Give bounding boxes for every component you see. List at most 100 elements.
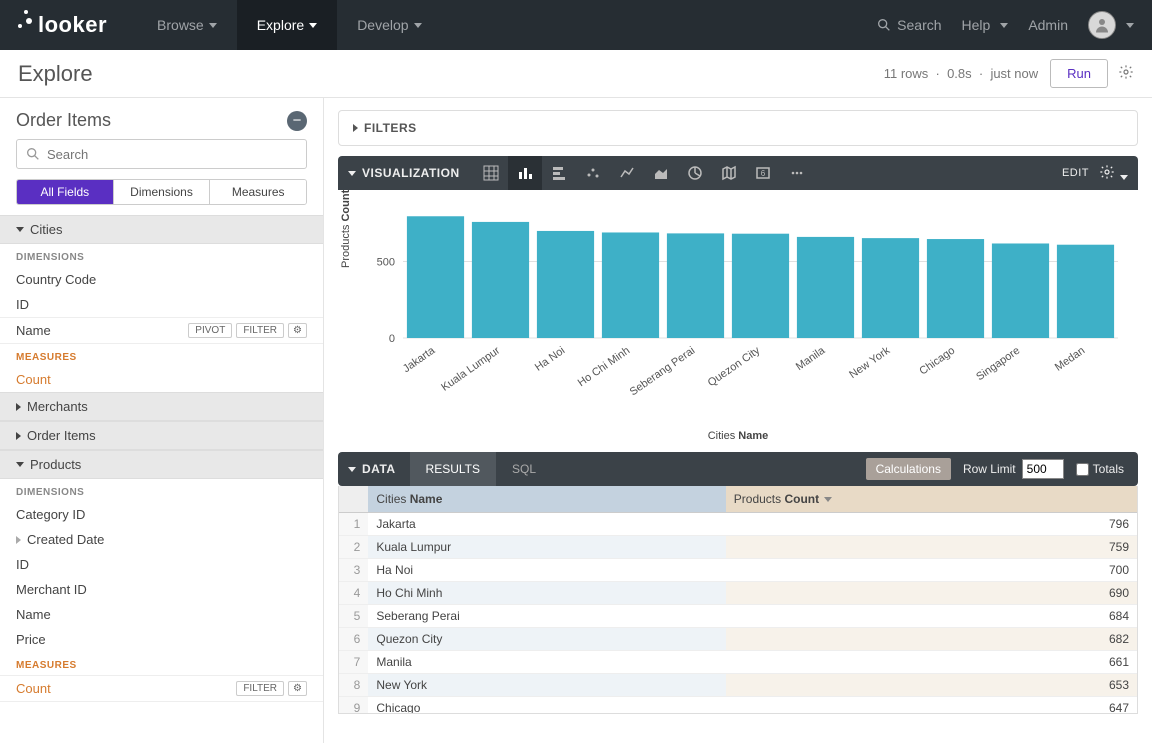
nav-help[interactable]: Help [962,17,1009,33]
cell-name: Seberang Perai [368,605,725,628]
tab-measures[interactable]: Measures [209,180,306,204]
col-cities-name[interactable]: Cities Name [368,486,725,513]
settings-button[interactable] [1118,64,1134,83]
bar-chart: 0500JakartaKuala LumpurHa NoiHo Chi Minh… [348,200,1128,430]
chevron-down-icon [348,467,356,472]
table-row[interactable]: 6Quezon City682 [339,628,1137,651]
tab-sql[interactable]: SQL [496,452,552,486]
totals-checkbox[interactable] [1076,463,1089,476]
viz-type-line[interactable] [610,156,644,190]
col-products-count[interactable]: Products Count [726,486,1137,513]
nav-admin[interactable]: Admin [1028,17,1068,33]
field-products-merchant-id[interactable]: Merchant ID [0,577,323,602]
nav-browse[interactable]: Browse [137,0,237,50]
table-row[interactable]: 1Jakarta796 [339,513,1137,536]
chevron-down-icon [16,462,24,467]
page-title: Explore [18,61,884,87]
viz-type-more[interactable] [780,156,814,190]
tab-dimensions[interactable]: Dimensions [113,180,210,204]
viz-type-single-value[interactable]: 6 [746,156,780,190]
chevron-down-icon [309,23,317,28]
filter-button[interactable]: FILTER [236,323,284,338]
table-row[interactable]: 7Manila661 [339,651,1137,674]
cell-name: Quezon City [368,628,725,651]
chevron-down-icon [16,227,24,232]
visualization-panel: VISUALIZATION 6 EDIT [338,156,1138,452]
field-cities-id[interactable]: ID [0,292,323,317]
viz-type-table[interactable] [474,156,508,190]
pivot-button[interactable]: PIVOT [188,323,232,338]
row-limit-label: Row Limit [963,462,1016,476]
collapse-button[interactable]: − [287,111,307,131]
svg-text:Medan: Medan [1053,345,1087,374]
field-options-button[interactable]: ⚙ [288,681,307,696]
tab-all-fields[interactable]: All Fields [17,180,113,204]
chart-y-axis-label: Products Count [340,190,352,268]
svg-text:Jakarta: Jakarta [401,344,438,375]
calculations-button[interactable]: Calculations [866,458,951,480]
table-row[interactable]: 3Ha Noi700 [339,559,1137,582]
logo: looker [18,12,107,38]
filter-button[interactable]: FILTER [236,681,284,696]
nav-search[interactable]: Search [876,17,941,33]
viz-type-map[interactable] [712,156,746,190]
viz-type-scatter[interactable] [576,156,610,190]
cell-rownum: 9 [339,697,368,715]
cell-count: 647 [726,697,1137,715]
viz-type-area[interactable] [644,156,678,190]
cell-count: 653 [726,674,1137,697]
viz-type-pie[interactable] [678,156,712,190]
field-products-name[interactable]: Name [0,602,323,627]
row-limit-input[interactable] [1022,459,1064,479]
field-cities-count[interactable]: Count [0,367,323,392]
group-order-items[interactable]: Order Items [0,421,323,450]
chevron-down-icon [414,23,422,28]
field-products-count[interactable]: Count FILTER ⚙ [0,675,323,702]
cell-name: Chicago [368,697,725,715]
table-row[interactable]: 2Kuala Lumpur759 [339,536,1137,559]
field-products-id[interactable]: ID [0,552,323,577]
group-merchants[interactable]: Merchants [0,392,323,421]
viz-type-bar[interactable] [542,156,576,190]
table-row[interactable]: 5Seberang Perai684 [339,605,1137,628]
chevron-right-icon [16,432,21,440]
run-button[interactable]: Run [1050,59,1108,88]
field-products-category-id[interactable]: Category ID [0,502,323,527]
cell-name: Kuala Lumpur [368,536,725,559]
field-search-input[interactable] [47,147,298,162]
table-row[interactable]: 8New York653 [339,674,1137,697]
viz-edit-button[interactable]: EDIT [1062,167,1089,179]
nav-explore[interactable]: Explore [237,0,337,50]
field-picker-sidebar: Order Items − All Fields Dimensions Meas… [0,98,324,743]
table-row[interactable]: 4Ho Chi Minh690 [339,582,1137,605]
field-products-created-date[interactable]: Created Date [0,527,323,552]
status-text: 11 rows · 0.8s · just now [884,66,1038,81]
field-search[interactable] [16,139,307,169]
table-row[interactable]: 9Chicago647 [339,697,1137,715]
svg-text:Kuala Lumpur: Kuala Lumpur [439,344,502,393]
results-table: Cities Name Products Count 1Jakarta7962K… [339,486,1137,714]
results-table-wrap[interactable]: Cities Name Products Count 1Jakarta7962K… [338,486,1138,714]
totals-toggle[interactable]: Totals [1076,462,1124,476]
tab-results[interactable]: RESULTS [410,452,496,486]
svg-text:New York: New York [847,344,892,381]
measures-label: MEASURES [0,652,323,675]
viz-settings-button[interactable] [1099,164,1128,183]
field-products-price[interactable]: Price [0,627,323,652]
group-cities[interactable]: Cities [0,215,323,244]
viz-header: VISUALIZATION 6 EDIT [338,156,1138,190]
nav-develop[interactable]: Develop [337,0,441,50]
measures-label: MEASURES [0,344,323,367]
viz-type-column[interactable] [508,156,542,190]
nav-user-menu[interactable] [1088,11,1134,39]
chevron-right-icon [16,403,21,411]
gear-icon [1118,64,1134,80]
field-options-button[interactable]: ⚙ [288,323,307,338]
cell-rownum: 3 [339,559,368,582]
chart-x-axis-label: Cities Name [338,430,1138,452]
group-products[interactable]: Products [0,450,323,479]
cell-rownum: 1 [339,513,368,536]
field-cities-name[interactable]: Name PIVOT FILTER ⚙ [0,317,323,344]
field-cities-country-code[interactable]: Country Code [0,267,323,292]
filters-toggle[interactable]: FILTERS [339,111,1137,145]
